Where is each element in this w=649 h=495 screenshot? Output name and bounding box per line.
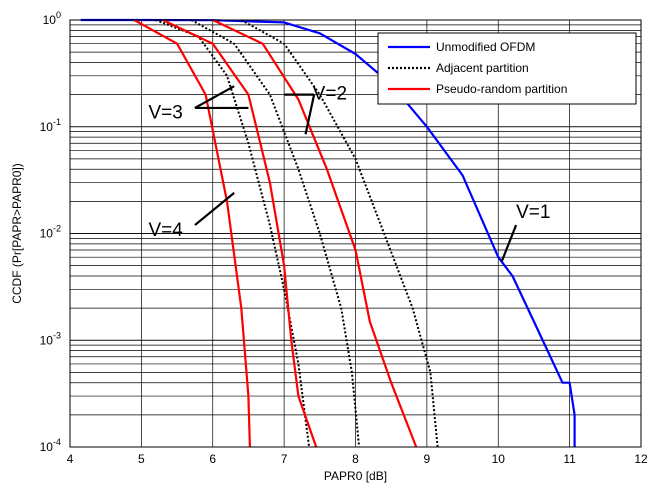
x-tick-label: 4 bbox=[67, 452, 74, 466]
annotation-pointer bbox=[194, 85, 235, 109]
series-line bbox=[240, 19, 439, 448]
legend-entry: Unmodified OFDM bbox=[436, 40, 535, 54]
annotation-label: V=4 bbox=[149, 220, 184, 241]
x-tick-label: 6 bbox=[209, 452, 216, 466]
annotation-label: V=2 bbox=[313, 83, 347, 104]
annotations: V=1 V=2 V=3 V=4 bbox=[149, 83, 551, 240]
grid bbox=[70, 19, 641, 447]
series-group bbox=[80, 18, 576, 448]
x-tick-label: 9 bbox=[424, 452, 431, 466]
legend-entry: Adjacent partition bbox=[436, 61, 529, 75]
series-line bbox=[133, 19, 251, 448]
legend: Unmodified OFDM Adjacent partition Pseudo-… bbox=[377, 32, 637, 105]
plot-frame bbox=[69, 19, 642, 448]
annotation-pointers bbox=[194, 85, 518, 262]
x-tick-label: 10 bbox=[492, 452, 506, 466]
series-line bbox=[162, 19, 318, 448]
series-line bbox=[80, 18, 576, 447]
annotation-pointer bbox=[304, 94, 316, 135]
series-line bbox=[190, 19, 361, 448]
series-line bbox=[155, 19, 311, 448]
annotation-label: V=3 bbox=[149, 102, 183, 123]
x-axis-label: PAPR0 [dB] bbox=[324, 469, 387, 483]
annotation-pointer bbox=[194, 192, 235, 226]
series-line bbox=[212, 19, 418, 448]
x-tick-label: 7 bbox=[281, 452, 288, 466]
y-axis-label: CCDF (Pr[PAPR>PAPR0]) bbox=[10, 163, 24, 304]
x-tick-label: 11 bbox=[563, 452, 576, 466]
annotation-label: V=1 bbox=[516, 202, 550, 223]
x-tick-label: 8 bbox=[352, 452, 359, 466]
annotation-pointer bbox=[500, 224, 518, 262]
x-tick-label: 12 bbox=[634, 452, 648, 466]
x-tick-label: 5 bbox=[138, 452, 145, 466]
legend-entry: Pseudo-random partition bbox=[436, 82, 567, 96]
